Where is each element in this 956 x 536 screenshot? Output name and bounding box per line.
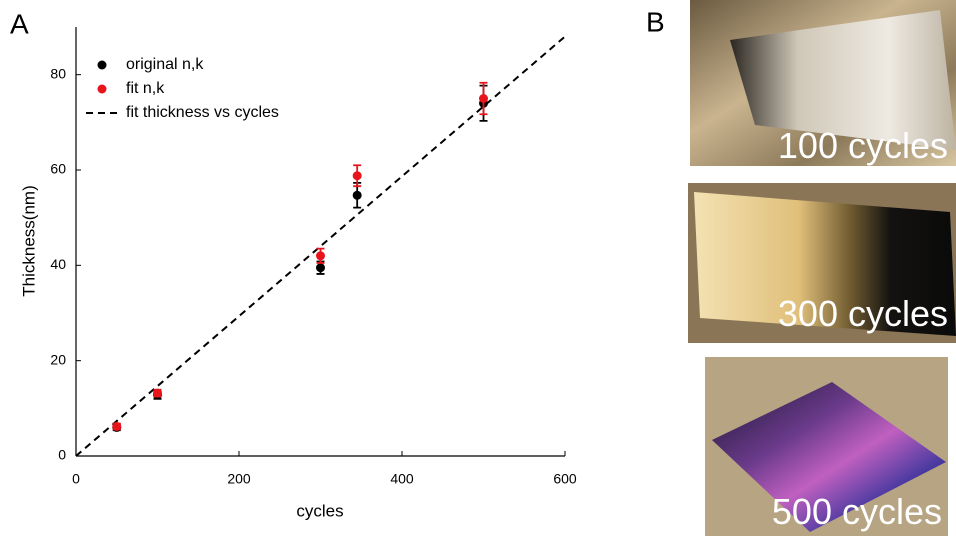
data-point [112,421,122,431]
y-tick-label: 80 [50,65,66,81]
panel-label: B [646,6,665,37]
legend-label: fit thickness vs cycles [126,104,279,121]
sample-plate [712,382,946,532]
photo: 100 cycles [690,0,956,166]
data-point [316,263,325,273]
photo: 500 cycles [705,357,948,536]
legend-label: original n,k [126,56,204,73]
y-tick-label: 0 [58,447,66,463]
data-point [352,171,362,181]
y-tick-label: 40 [50,256,66,272]
photo-caption: 100 cycles [778,125,948,166]
fit-line [75,35,566,457]
photo-caption: 500 cycles [772,491,942,532]
x-tick-label: 200 [227,471,251,487]
data-point [153,388,162,398]
sample-plate [730,10,956,150]
y-tick-label: 20 [50,351,66,367]
photo: 300 cycles [688,183,956,343]
sample-plate [694,192,956,336]
x-axis-title: cycles [296,501,343,520]
photo-caption: 300 cycles [778,293,948,334]
y-axis-title: Thickness(nm) [19,185,38,296]
data-point [479,94,488,103]
data-point [316,251,325,261]
legend-label: fit n,k [126,80,165,97]
x-tick-label: 600 [553,471,577,487]
legend-swatch [97,84,107,94]
x-tick-label: 0 [72,471,80,487]
data-point [352,190,362,200]
y-tick-label: 60 [50,161,66,177]
panel-label: A [10,8,29,39]
x-tick-label: 400 [390,471,414,487]
legend-swatch [97,60,107,70]
